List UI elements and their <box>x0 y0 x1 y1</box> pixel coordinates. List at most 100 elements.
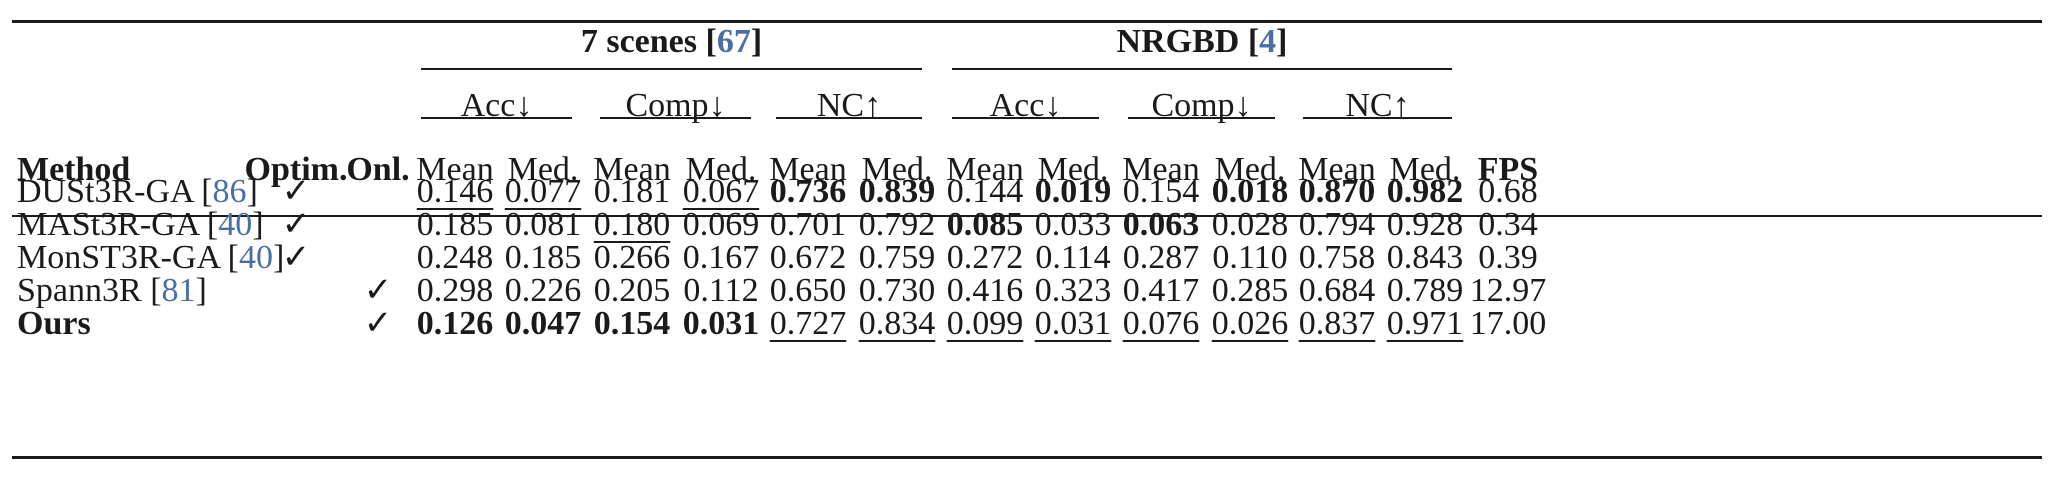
metric-cell: 0.031 <box>1034 305 1112 342</box>
metric-cell: 0.076 <box>1122 305 1200 342</box>
stat-header: Mean <box>1298 151 1376 188</box>
metric-cell: 0.759 <box>858 239 936 276</box>
online-checkmark: ✓ <box>363 305 393 342</box>
fps-cell: 17.00 <box>1469 305 1547 342</box>
metric-header: Comp↓ <box>625 87 726 124</box>
metric-cell: 0.672 <box>769 239 847 276</box>
metric-header: Acc↓ <box>989 87 1062 124</box>
metric-rule <box>1128 117 1275 119</box>
method-label: DUSt3R-GA <box>17 173 193 210</box>
stat-header: Med. <box>685 151 757 188</box>
method-label: MASt3R-GA <box>17 206 199 243</box>
header-onl: Onl. <box>346 151 410 188</box>
stat-header: Mean <box>416 151 494 188</box>
metric-cell: 0.180 <box>593 206 671 243</box>
optim-checkmark: ✓ <box>281 206 311 243</box>
metric-rule <box>776 117 922 119</box>
metric-cell: 0.298 <box>416 272 494 309</box>
metric-cell: 0.684 <box>1298 272 1376 309</box>
metric-cell: 0.982 <box>1386 173 1464 210</box>
method-name: Spann3R [81] <box>17 272 207 309</box>
metric-header: Comp↓ <box>1151 87 1252 124</box>
metric-cell: 0.112 <box>683 272 759 309</box>
metric-cell: 0.144 <box>946 173 1024 210</box>
metric-cell: 0.417 <box>1122 272 1200 309</box>
metric-cell: 0.126 <box>416 305 494 342</box>
metric-cell: 0.843 <box>1386 239 1464 276</box>
metric-cell: 0.794 <box>1298 206 1376 243</box>
metric-cell: 0.110 <box>1212 239 1288 276</box>
method-citation: 86 <box>212 173 247 210</box>
stat-header: Mean <box>946 151 1024 188</box>
metric-cell: 0.146 <box>416 173 494 210</box>
header-method: Method <box>17 151 131 188</box>
metric-header: NC↑ <box>816 87 882 124</box>
metric-cell: 0.416 <box>946 272 1024 309</box>
metric-cell: 0.792 <box>858 206 936 243</box>
metric-rule <box>952 117 1099 119</box>
fps-cell: 0.68 <box>1478 173 1538 210</box>
stat-header: Mean <box>769 151 847 188</box>
metric-cell: 0.727 <box>769 305 847 342</box>
header-fps: FPS <box>1477 151 1539 188</box>
header-rule <box>12 215 2042 217</box>
metric-rule <box>1303 117 1452 119</box>
metric-cell: 0.069 <box>682 206 760 243</box>
metric-cell: 0.077 <box>504 173 582 210</box>
group-rule <box>421 68 922 70</box>
group-citation: 4 <box>1259 23 1277 60</box>
metric-cell: 0.154 <box>593 305 671 342</box>
metric-header: NC↑ <box>1345 87 1410 124</box>
method-label: MonST3R-GA <box>17 239 220 276</box>
bottom-rule <box>12 456 2042 459</box>
metric-cell: 0.758 <box>1298 239 1376 276</box>
metric-cell: 0.266 <box>593 239 671 276</box>
top-rule <box>12 20 2042 23</box>
method-label: Ours <box>17 305 91 342</box>
group-citation: 67 <box>716 23 751 60</box>
optim-checkmark: ✓ <box>281 173 311 210</box>
method-label: Spann3R <box>17 272 142 309</box>
metric-cell: 0.834 <box>858 305 936 342</box>
metric-cell: 0.971 <box>1386 305 1464 342</box>
metric-rule <box>421 117 572 119</box>
method-citation: 40 <box>218 206 253 243</box>
stat-header: Med. <box>861 151 933 188</box>
fps-cell: 12.97 <box>1469 272 1547 309</box>
metric-cell: 0.323 <box>1034 272 1112 309</box>
group-header: 7 scenes [67] <box>580 23 763 60</box>
group-rule <box>952 68 1452 70</box>
metric-cell: 0.789 <box>1386 272 1464 309</box>
metric-cell: 0.272 <box>946 239 1024 276</box>
method-name: DUSt3R-GA [86] <box>17 173 258 210</box>
method-citation: 81 <box>161 272 196 309</box>
fps-cell: 0.39 <box>1478 239 1538 276</box>
stat-header: Med. <box>1214 151 1286 188</box>
optim-checkmark: ✓ <box>281 239 311 276</box>
metric-cell: 0.047 <box>504 305 582 342</box>
stat-header: Mean <box>593 151 671 188</box>
method-name: Ours <box>17 304 91 344</box>
metric-cell: 0.028 <box>1211 206 1289 243</box>
metric-cell: 0.154 <box>1122 173 1200 210</box>
metric-cell: 0.185 <box>416 206 494 243</box>
method-citation: 40 <box>238 239 273 276</box>
metric-rule <box>600 117 751 119</box>
method-name: MonST3R-GA [40] <box>17 239 285 276</box>
metric-cell: 0.018 <box>1211 173 1289 210</box>
group-header: NRGBD [4] <box>1116 23 1288 60</box>
metric-cell: 0.085 <box>946 206 1024 243</box>
results-table: Method Optim. Onl. FPS 7 scenes [67] NRGB… <box>12 20 2042 460</box>
metric-cell: 0.063 <box>1122 206 1200 243</box>
metric-header: Acc↓ <box>460 87 533 124</box>
metric-cell: 0.081 <box>504 206 582 243</box>
metric-cell: 0.067 <box>682 173 760 210</box>
metric-cell: 0.099 <box>946 305 1024 342</box>
metric-cell: 0.114 <box>1035 239 1111 276</box>
metric-cell: 0.167 <box>682 239 760 276</box>
online-checkmark: ✓ <box>363 272 393 309</box>
group-name: NRGBD <box>1116 23 1240 60</box>
metric-cell: 0.839 <box>858 173 936 210</box>
metric-cell: 0.248 <box>416 239 494 276</box>
metric-cell: 0.033 <box>1034 206 1112 243</box>
